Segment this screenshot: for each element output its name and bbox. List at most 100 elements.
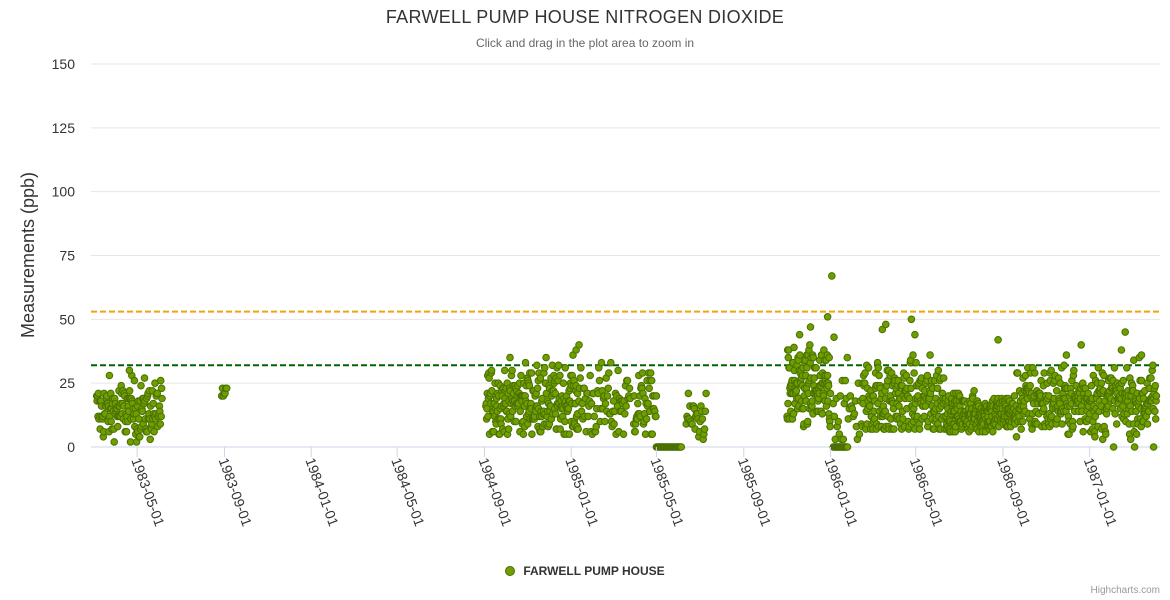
data-point[interactable] [1143,420,1152,428]
data-point[interactable] [137,381,145,390]
data-point[interactable] [994,336,1002,344]
data-point[interactable] [701,407,710,416]
data-point[interactable] [623,376,632,385]
data-point[interactable] [652,392,661,400]
data-point[interactable] [1102,430,1110,439]
data-point[interactable] [605,369,613,377]
data-point[interactable] [861,369,869,377]
data-point[interactable] [153,389,161,398]
data-point[interactable] [551,410,560,418]
data-point[interactable] [1084,389,1092,398]
data-point[interactable] [824,381,833,390]
data-point[interactable] [826,422,834,431]
data-point[interactable] [564,404,573,413]
data-point[interactable] [878,325,887,334]
data-point[interactable] [592,422,601,431]
data-point[interactable] [586,371,595,380]
data-point[interactable] [1091,433,1099,441]
data-point[interactable] [577,364,585,372]
data-point[interactable] [915,425,924,433]
data-point[interactable] [528,430,536,439]
data-point[interactable] [1117,346,1126,354]
data-point[interactable] [122,427,131,436]
data-point[interactable] [839,435,848,444]
data-point[interactable] [1094,364,1103,372]
data-point[interactable] [125,366,134,375]
data-point[interactable] [1152,392,1161,400]
data-point[interactable] [559,379,568,388]
data-point[interactable] [1091,412,1100,421]
data-point[interactable] [542,353,550,362]
data-point[interactable] [1109,443,1118,451]
data-point[interactable] [565,430,574,439]
data-point[interactable] [140,374,149,382]
data-point[interactable] [1149,443,1158,451]
data-point[interactable] [698,415,707,423]
data-point[interactable] [587,399,596,408]
data-point[interactable] [644,399,652,408]
data-point[interactable] [1077,341,1085,349]
data-point[interactable] [519,430,528,439]
data-point[interactable] [830,412,839,421]
data-point[interactable] [834,417,843,426]
data-point[interactable] [1132,430,1141,439]
data-point[interactable] [648,430,657,439]
data-point[interactable] [939,374,948,382]
data-point[interactable] [604,384,613,393]
data-point[interactable] [556,371,564,380]
data-point[interactable] [933,384,942,393]
data-point[interactable] [597,358,606,367]
data-point[interactable] [607,358,615,367]
data-point[interactable] [1111,410,1119,418]
data-point[interactable] [989,427,997,436]
data-point[interactable] [540,364,549,372]
data-point[interactable] [157,412,165,421]
data-point[interactable] [795,330,804,339]
data-point[interactable] [1119,376,1128,385]
data-point[interactable] [125,387,134,395]
data-point[interactable] [603,392,612,400]
data-points[interactable] [92,272,1161,451]
data-point[interactable] [1121,328,1129,336]
data-point[interactable] [1070,366,1078,375]
data-point[interactable] [652,412,660,421]
data-point[interactable] [1040,404,1048,413]
data-point[interactable] [156,420,165,428]
data-point[interactable] [907,315,916,324]
data-point[interactable] [846,392,855,400]
data-point[interactable] [517,371,525,380]
data-point[interactable] [506,353,514,362]
data-point[interactable] [874,364,883,372]
data-point[interactable] [970,387,978,395]
data-point[interactable] [792,387,801,395]
data-point[interactable] [823,313,832,321]
data-point[interactable] [1019,417,1027,426]
data-point[interactable] [645,384,654,393]
data-point[interactable] [1110,364,1119,372]
data-point[interactable] [512,417,520,426]
data-point[interactable] [222,384,231,393]
data-point[interactable] [818,410,827,418]
credits-link[interactable]: Highcharts.com [1090,585,1160,596]
data-point[interactable] [902,371,911,380]
data-point[interactable] [158,394,166,403]
data-point[interactable] [1026,381,1034,390]
data-point[interactable] [105,371,114,380]
data-point[interactable] [1151,381,1160,390]
data-point[interactable] [784,353,793,362]
data-point[interactable] [521,358,530,367]
data-point[interactable] [1151,407,1159,416]
data-point[interactable] [621,410,629,418]
data-point[interactable] [923,371,932,380]
data-point[interactable] [864,364,873,372]
data-point[interactable] [1079,427,1087,436]
data-point[interactable] [647,376,656,385]
data-point[interactable] [1130,443,1139,451]
data-point[interactable] [504,425,513,433]
data-point[interactable] [806,341,814,349]
data-point[interactable] [820,346,828,354]
data-point[interactable] [1017,425,1026,433]
data-point[interactable] [920,412,929,421]
data-point[interactable] [912,358,920,367]
data-point[interactable] [551,389,560,398]
